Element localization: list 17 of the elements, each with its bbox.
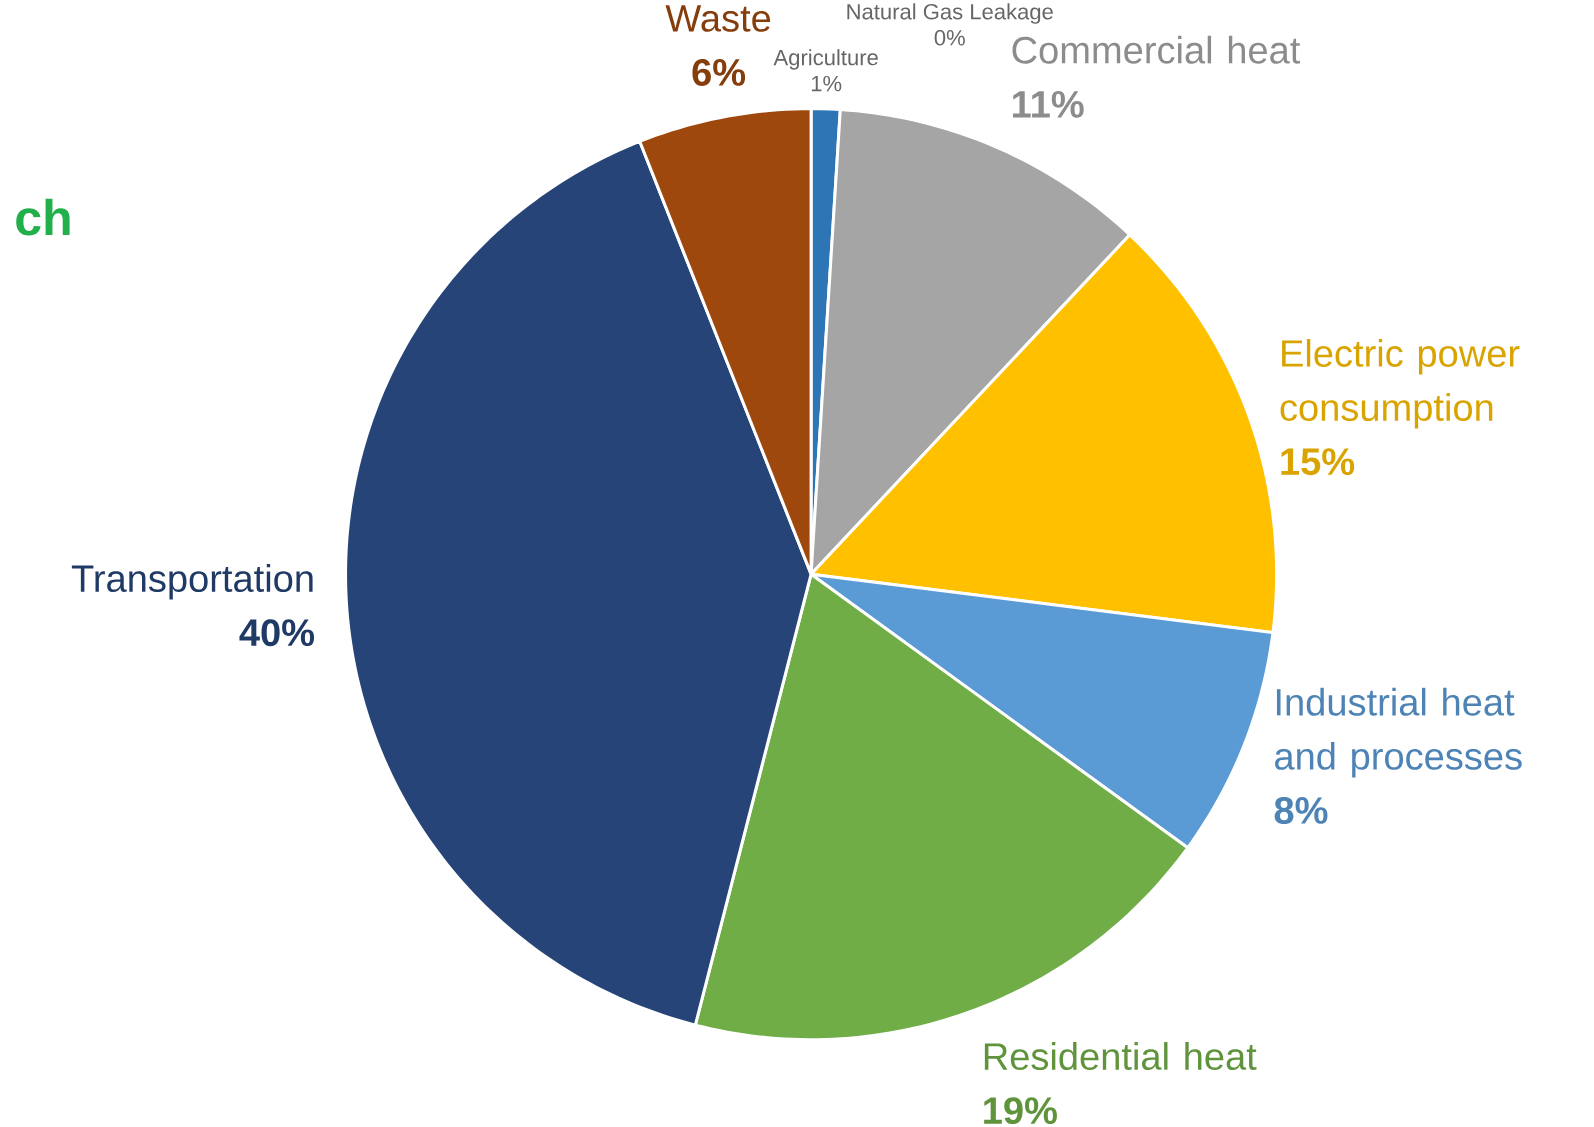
data-label: 19% bbox=[984, 1096, 1057, 1124]
slice-label: Commercial heat bbox=[1012, 35, 1301, 64]
slice-label: Industrial heat and processes bbox=[1275, 687, 1522, 778]
slice-label: Residential heat bbox=[984, 1041, 1257, 1070]
slice-label: Transportation bbox=[71, 563, 313, 600]
data-label: 6% bbox=[692, 58, 746, 86]
slice-label: Waste bbox=[665, 5, 771, 32]
text: ch bbox=[16, 198, 70, 236]
data-label: 11% bbox=[1013, 90, 1084, 118]
data-label: 8% bbox=[1274, 796, 1328, 824]
data-label: 15% bbox=[1281, 448, 1355, 475]
slice-label: Electric power consumption bbox=[1280, 338, 1520, 429]
category-label: Natural Gas Leakage bbox=[847, 3, 1053, 24]
data-label: 1% bbox=[811, 75, 842, 92]
text: 0% bbox=[934, 29, 965, 46]
slice-label: Agriculture bbox=[773, 48, 878, 70]
data-label: 40% bbox=[239, 619, 315, 646]
